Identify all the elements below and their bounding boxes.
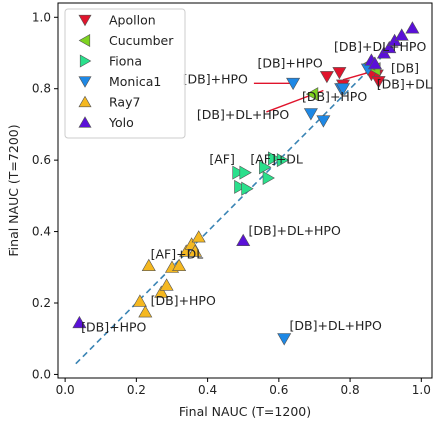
- y-tick-label: 0.4: [32, 225, 51, 239]
- annotation-label: [AF]+DL: [250, 152, 303, 167]
- legend-marker-yolo: [78, 116, 92, 128]
- point-yolo: [367, 56, 383, 70]
- point-ray7: [159, 278, 174, 291]
- y-tick-label: 0.8: [32, 82, 51, 96]
- point-yolo: [394, 28, 409, 41]
- point-monica1: [286, 77, 301, 91]
- annotation-label: [DB]+HPO: [81, 320, 146, 335]
- legend-marker-monica1: [78, 76, 92, 88]
- point-fiona: [276, 153, 290, 168]
- annotation-label: [DB]+DL+HPO: [249, 223, 341, 238]
- point-apollon: [319, 71, 334, 84]
- legend-marker-apollon: [78, 14, 92, 27]
- point-fiona: [239, 165, 252, 180]
- point-fiona: [267, 151, 281, 166]
- y-tick-label: 0.6: [32, 153, 51, 167]
- point-ray7: [188, 244, 203, 257]
- point-ray7: [172, 258, 187, 272]
- point-ray7: [154, 285, 169, 298]
- annotation-layer: [DB]+DL+HPO [DB]+HPO [DB] [DB]+HPO [DB]+DL [D…: [81, 39, 432, 334]
- y-tick-label: 0.0: [32, 367, 51, 381]
- legend-label-apollon: Apollon: [109, 13, 156, 28]
- point-yolo: [72, 315, 87, 329]
- point-monica1: [335, 83, 351, 96]
- y-axis-label: Final NAUC (T=7200): [6, 124, 21, 256]
- legend-marker-cucumber: [78, 33, 91, 48]
- legend-label-monica1: Monica1: [109, 74, 161, 89]
- point-ray7: [191, 230, 206, 243]
- x-tick-label: 0.2: [127, 383, 146, 397]
- legend-label-fiona: Fiona: [109, 54, 142, 69]
- point-apollon: [371, 76, 386, 89]
- legend: Apollon Cucumber Fiona Monica1 Ray7 Yolo: [64, 8, 186, 139]
- point-yolo: [405, 21, 420, 34]
- point-ray7: [132, 294, 147, 307]
- legend-label-ray7: Ray7: [109, 95, 140, 110]
- point-yolo: [236, 233, 251, 246]
- y-tick-label: 0.2: [32, 296, 51, 310]
- point-monica1: [303, 108, 318, 121]
- point-monica1: [277, 333, 292, 346]
- point-ray7: [138, 305, 153, 318]
- point-monica1: [316, 115, 331, 128]
- legend-marker-ray7: [78, 95, 92, 108]
- legend-label-cucumber: Cucumber: [109, 33, 174, 48]
- legend-marker-fiona: [79, 54, 92, 68]
- x-tick-label: 0.0: [56, 383, 75, 397]
- annotation-label: [DB]+DL: [377, 77, 432, 92]
- annotation-label: [DB]+DL+HPO: [197, 107, 289, 122]
- x-tick-label: 0.4: [198, 383, 217, 397]
- point-cucumber: [305, 87, 319, 102]
- legend-label-yolo: Yolo: [108, 115, 134, 130]
- point-fiona: [234, 179, 247, 194]
- axes-layer: 0.0 0.2 0.4 0.6 0.8 1.0 0.0 0.2 0.4 0.6 0.8 1.0: [32, 2, 433, 397]
- annotation-label: [DB]+HPO: [151, 293, 216, 308]
- annotation-label: [AF]+DL: [151, 246, 204, 261]
- point-fiona: [259, 160, 272, 175]
- annotation-label: [DB]+DL+HPO: [334, 39, 426, 54]
- x-tick-label: 0.8: [341, 383, 360, 397]
- x-tick-label: 1.0: [412, 383, 431, 397]
- x-axis-label: Final NAUC (T=1200): [179, 404, 311, 419]
- point-ray7: [141, 258, 156, 272]
- plot-frame: [57, 2, 433, 379]
- point-yolo: [382, 40, 397, 54]
- x-tick-label: 0.6: [269, 383, 288, 397]
- point-apollon: [332, 67, 347, 80]
- annotation-label: [DB]: [391, 61, 419, 76]
- y-tick-label: 1.0: [32, 10, 51, 24]
- legend-box: [64, 8, 186, 139]
- point-ray7: [179, 244, 194, 257]
- annotation-label: [AF]: [209, 152, 235, 167]
- annotation-label: [DB]+HPO: [302, 89, 367, 104]
- point-fiona: [241, 181, 254, 196]
- point-fiona: [232, 165, 245, 180]
- point-fiona: [262, 170, 275, 186]
- annotation-connector: [342, 71, 369, 81]
- points-layer: [72, 21, 420, 346]
- annotation-label: [DB]+HPO: [257, 55, 322, 70]
- annotation-label: [DB]+DL+HPO: [290, 318, 382, 333]
- annotation-label: [DB]+HPO: [183, 71, 248, 86]
